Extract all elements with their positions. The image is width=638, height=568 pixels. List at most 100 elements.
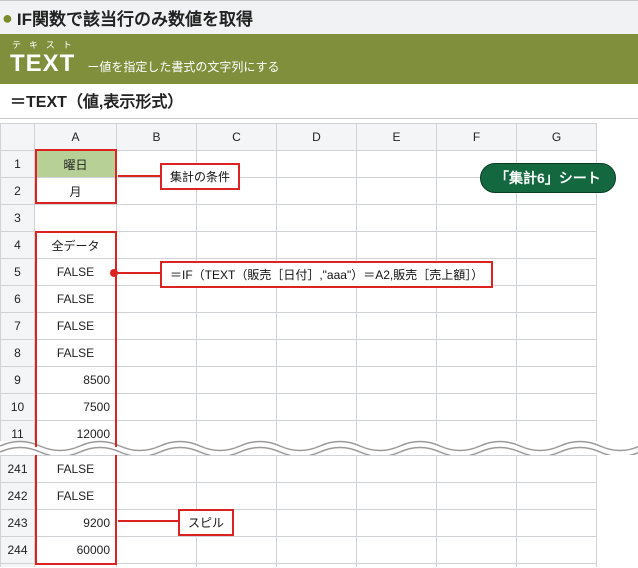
cell[interactable] (437, 483, 517, 510)
cell[interactable] (277, 537, 357, 564)
cell[interactable]: 12000 (35, 421, 117, 448)
cell[interactable] (117, 421, 197, 448)
cell[interactable] (117, 564, 197, 568)
cell[interactable] (437, 232, 517, 259)
cell[interactable] (357, 367, 437, 394)
cell[interactable] (437, 537, 517, 564)
cell[interactable] (357, 510, 437, 537)
cell[interactable] (437, 340, 517, 367)
cell[interactable] (517, 313, 597, 340)
cell[interactable] (117, 205, 197, 232)
callout-formula-text: ＝IF（TEXT（販売［日付］,"aaa"）＝A2,販売［売上額］） (170, 268, 483, 282)
cell[interactable] (117, 340, 197, 367)
cell[interactable] (437, 421, 517, 448)
cell[interactable] (437, 564, 517, 568)
cell[interactable] (357, 340, 437, 367)
cell[interactable] (517, 340, 597, 367)
cell[interactable] (277, 510, 357, 537)
cell[interactable] (357, 537, 437, 564)
cell[interactable] (357, 564, 437, 568)
cell[interactable] (517, 259, 597, 286)
cell[interactable]: 月 (35, 178, 117, 205)
cell[interactable] (117, 537, 197, 564)
cell[interactable]: FALSE (35, 313, 117, 340)
cell[interactable] (517, 483, 597, 510)
cell[interactable] (197, 483, 277, 510)
cell[interactable] (277, 151, 357, 178)
cell[interactable] (517, 394, 597, 421)
cell[interactable] (197, 340, 277, 367)
cell[interactable] (197, 421, 277, 448)
cell[interactable]: 7500 (35, 394, 117, 421)
cell[interactable] (277, 286, 357, 313)
cell[interactable] (357, 394, 437, 421)
cell[interactable] (35, 564, 117, 568)
cell[interactable] (517, 564, 597, 568)
cell[interactable]: 9200 (35, 510, 117, 537)
cell[interactable] (517, 367, 597, 394)
cell[interactable]: FALSE (35, 483, 117, 510)
cell[interactable] (437, 510, 517, 537)
callout-formula: ＝IF（TEXT（販売［日付］,"aaa"）＝A2,販売［売上額］） (160, 261, 493, 288)
row-header: 11 (1, 421, 35, 448)
cell[interactable] (197, 286, 277, 313)
cell[interactable] (357, 205, 437, 232)
cell[interactable] (277, 483, 357, 510)
cell[interactable] (517, 232, 597, 259)
cell[interactable] (357, 286, 437, 313)
cell[interactable] (517, 510, 597, 537)
cell[interactable] (357, 421, 437, 448)
cell[interactable] (117, 456, 197, 483)
cell[interactable] (277, 178, 357, 205)
cell[interactable] (35, 205, 117, 232)
cell[interactable] (197, 205, 277, 232)
cell[interactable]: 8500 (35, 367, 117, 394)
cell[interactable] (437, 456, 517, 483)
cell[interactable] (117, 394, 197, 421)
cell[interactable] (277, 394, 357, 421)
cell[interactable] (357, 456, 437, 483)
cell[interactable] (357, 483, 437, 510)
cell[interactable] (117, 367, 197, 394)
cell[interactable] (357, 232, 437, 259)
cell[interactable] (197, 456, 277, 483)
cell[interactable] (357, 313, 437, 340)
cell[interactable] (357, 178, 437, 205)
cell[interactable] (197, 367, 277, 394)
cell[interactable] (437, 205, 517, 232)
cell[interactable] (517, 456, 597, 483)
cell[interactable]: 全データ (35, 232, 117, 259)
cell[interactable] (517, 537, 597, 564)
cell[interactable] (277, 232, 357, 259)
cell[interactable] (197, 313, 277, 340)
cell[interactable] (197, 232, 277, 259)
cell[interactable] (277, 421, 357, 448)
cell[interactable] (277, 456, 357, 483)
cell[interactable]: FALSE (35, 456, 117, 483)
cell[interactable] (517, 286, 597, 313)
cell[interactable] (117, 313, 197, 340)
cell[interactable]: FALSE (35, 340, 117, 367)
cell[interactable] (117, 232, 197, 259)
cell[interactable] (277, 313, 357, 340)
cell[interactable] (517, 421, 597, 448)
cell[interactable] (277, 367, 357, 394)
cell[interactable] (277, 340, 357, 367)
cell[interactable]: FALSE (35, 286, 117, 313)
cell[interactable] (437, 394, 517, 421)
cell[interactable]: 60000 (35, 537, 117, 564)
cell[interactable] (437, 367, 517, 394)
cell[interactable] (197, 394, 277, 421)
cell[interactable] (357, 151, 437, 178)
cell[interactable] (517, 205, 597, 232)
cell[interactable] (277, 564, 357, 568)
cell[interactable] (197, 564, 277, 568)
cell[interactable]: 曜日 (35, 151, 117, 178)
cell[interactable] (117, 286, 197, 313)
cell[interactable] (197, 537, 277, 564)
cell[interactable] (437, 313, 517, 340)
cell[interactable] (277, 205, 357, 232)
cell[interactable] (437, 286, 517, 313)
cell[interactable] (117, 483, 197, 510)
cell[interactable]: FALSE (35, 259, 117, 286)
